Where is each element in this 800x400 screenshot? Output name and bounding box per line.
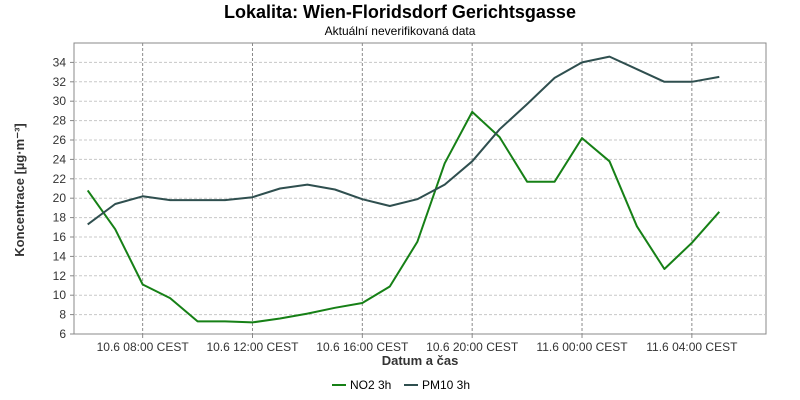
x-tick-label: 10.6 16:00 CEST — [316, 340, 409, 354]
x-tick-label: 10.6 20:00 CEST — [426, 340, 519, 354]
series-line-no2-3h — [86, 110, 721, 324]
plot-area — [73, 42, 767, 335]
y-tick-label: 12 — [53, 269, 67, 283]
y-tick-label: 20 — [53, 191, 67, 205]
y-tick-label: 16 — [53, 230, 67, 244]
y-tick-label: 22 — [53, 172, 67, 186]
y-tick-label: 26 — [53, 133, 67, 147]
y-tick-label: 14 — [53, 249, 67, 263]
y-tick-label: 34 — [53, 55, 67, 69]
chart-title: Lokalita: Wien-Floridsdorf Gerichtsgasse — [224, 2, 576, 22]
y-tick-label: 28 — [53, 114, 67, 128]
y-tick-label: 32 — [53, 75, 67, 89]
legend-item: NO2 3h — [332, 378, 391, 392]
legend-label: PM10 3h — [422, 378, 470, 392]
x-axis-label: Datum a čas — [382, 353, 459, 368]
x-tick-label: 10.6 12:00 CEST — [206, 340, 299, 354]
y-tick-label: 30 — [53, 94, 67, 108]
legend-item: PM10 3h — [404, 378, 470, 392]
series-lines — [86, 55, 721, 324]
y-axis-label: Koncentrace [µg·m⁻³] — [12, 123, 27, 257]
chart-subtitle: Aktuální neverifikovaná data — [325, 24, 476, 38]
x-tick-label: 11.6 00:00 CEST — [536, 340, 628, 354]
grid — [74, 43, 766, 334]
legend-label: NO2 3h — [350, 378, 391, 392]
y-tick-label: 6 — [59, 327, 66, 341]
y-tick-label: 8 — [59, 308, 66, 322]
legend: NO2 3h PM10 3h — [332, 378, 470, 392]
x-axis-ticks: 10.6 08:00 CEST 10.6 12:00 CEST 10.6 16:00… — [97, 334, 738, 354]
y-tick-label: 24 — [53, 152, 67, 166]
x-tick-label: 10.6 08:00 CEST — [97, 340, 190, 354]
series-line-pm10-3h — [87, 55, 720, 226]
x-tick-label: 11.6 04:00 CEST — [646, 340, 738, 354]
y-tick-label: 10 — [53, 288, 67, 302]
y-tick-label: 18 — [53, 211, 67, 225]
y-axis-ticks: 6 8 10 12 14 16 18 20 22 24 26 28 30 32 34 — [53, 55, 74, 341]
